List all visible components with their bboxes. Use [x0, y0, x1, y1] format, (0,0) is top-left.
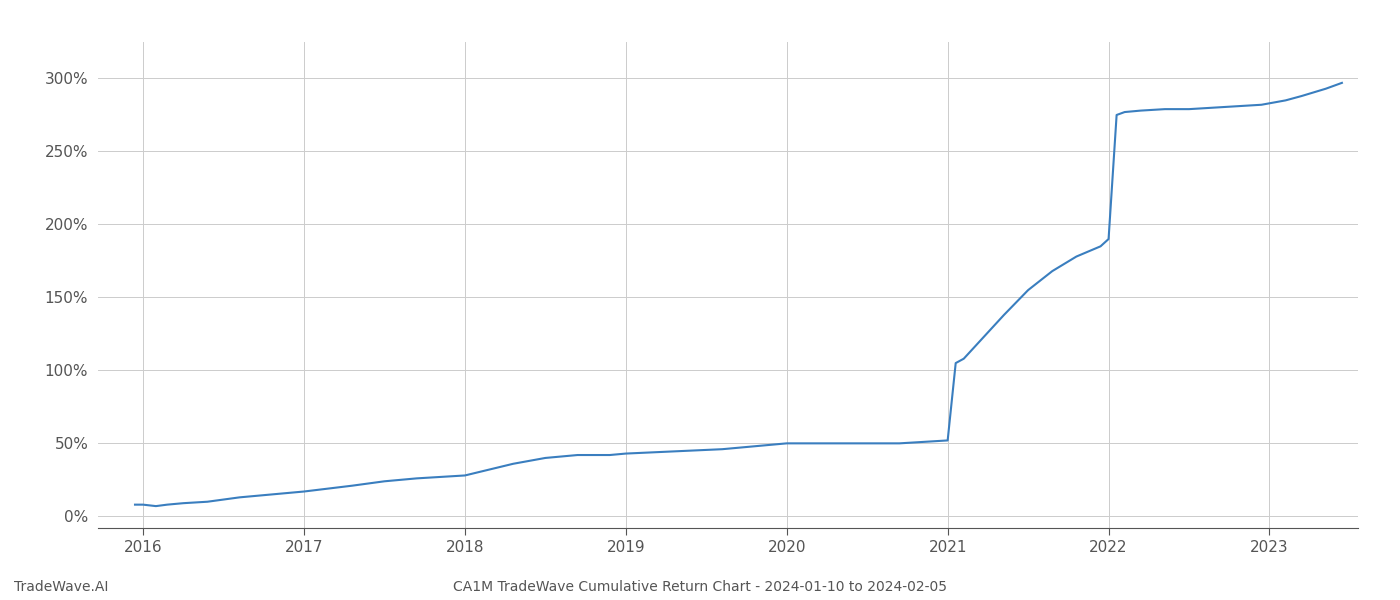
Text: TradeWave.AI: TradeWave.AI — [14, 580, 108, 594]
Text: CA1M TradeWave Cumulative Return Chart - 2024-01-10 to 2024-02-05: CA1M TradeWave Cumulative Return Chart -… — [454, 580, 946, 594]
